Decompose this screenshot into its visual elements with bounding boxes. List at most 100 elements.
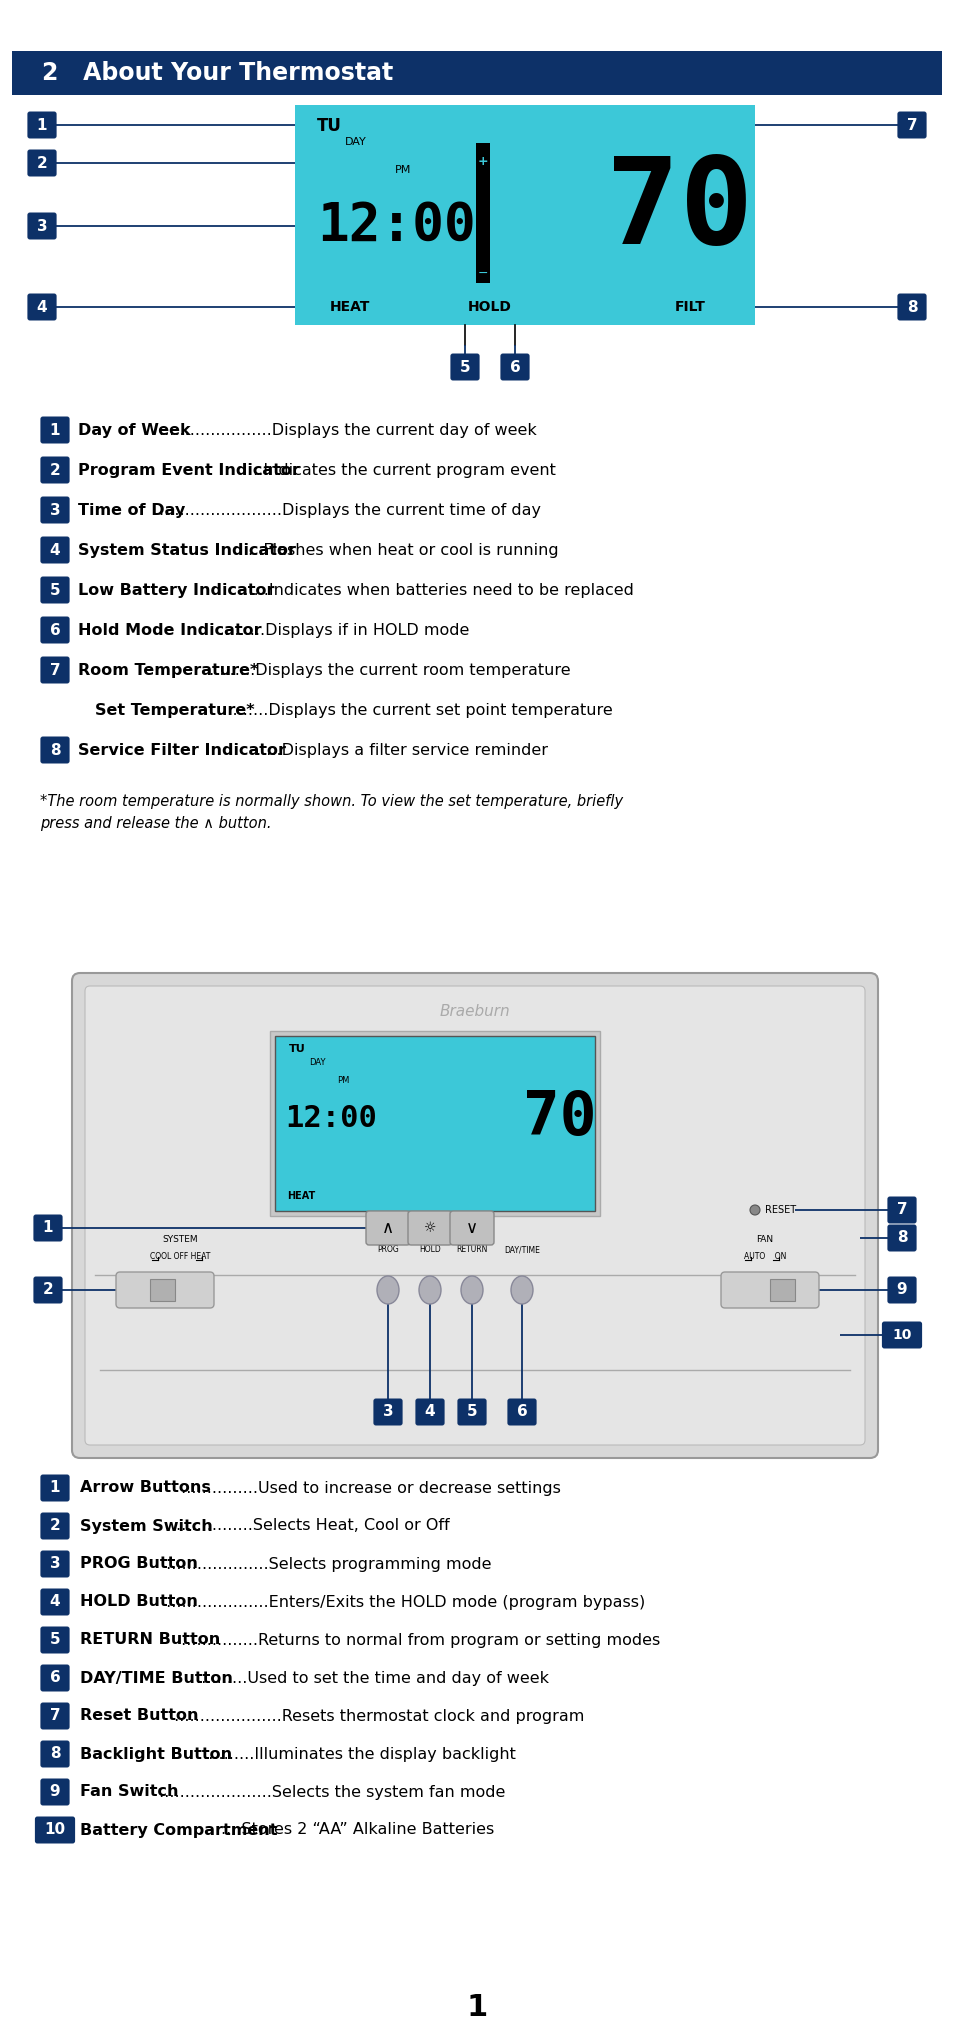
Text: DAY: DAY bbox=[309, 1059, 325, 1067]
Ellipse shape bbox=[418, 1277, 440, 1303]
Text: 3: 3 bbox=[50, 503, 60, 517]
Text: ...............Returns to normal from program or setting modes: ...............Returns to normal from pr… bbox=[176, 1633, 659, 1647]
Text: Program Event Indicator: Program Event Indicator bbox=[78, 462, 299, 478]
Text: press and release the ∧ button.: press and release the ∧ button. bbox=[40, 816, 272, 831]
FancyBboxPatch shape bbox=[28, 212, 56, 240]
Text: DAY: DAY bbox=[345, 136, 366, 147]
Text: 9: 9 bbox=[50, 1784, 60, 1800]
Text: PM: PM bbox=[336, 1075, 349, 1085]
Text: Low Battery Indicator: Low Battery Indicator bbox=[78, 582, 274, 597]
Text: RETURN Button: RETURN Button bbox=[80, 1633, 220, 1647]
Text: Room Temperature*: Room Temperature* bbox=[78, 662, 258, 678]
FancyBboxPatch shape bbox=[40, 538, 70, 564]
Text: 12:00: 12:00 bbox=[316, 200, 476, 252]
Text: COOL OFF HEAT: COOL OFF HEAT bbox=[150, 1252, 210, 1260]
Text: *The room temperature is normally shown. To view the set temperature, briefly: *The room temperature is normally shown.… bbox=[40, 794, 622, 808]
Text: Backlight Button: Backlight Button bbox=[80, 1747, 232, 1761]
FancyBboxPatch shape bbox=[40, 1627, 70, 1653]
Text: 1: 1 bbox=[466, 1993, 487, 2022]
Text: ∧: ∧ bbox=[381, 1220, 394, 1238]
FancyBboxPatch shape bbox=[881, 1321, 922, 1348]
Text: 1: 1 bbox=[50, 423, 60, 438]
FancyBboxPatch shape bbox=[40, 656, 70, 684]
Text: FAN: FAN bbox=[756, 1236, 773, 1244]
FancyBboxPatch shape bbox=[720, 1272, 818, 1307]
FancyBboxPatch shape bbox=[71, 973, 877, 1458]
Text: 8: 8 bbox=[50, 1747, 60, 1761]
Text: 70: 70 bbox=[522, 1089, 597, 1148]
FancyBboxPatch shape bbox=[886, 1277, 916, 1303]
Text: 6: 6 bbox=[50, 1670, 60, 1686]
Text: TU: TU bbox=[289, 1044, 305, 1055]
Ellipse shape bbox=[511, 1277, 533, 1303]
Text: ....Stores 2 “AA” Alkaline Batteries: ....Stores 2 “AA” Alkaline Batteries bbox=[220, 1822, 494, 1839]
Text: System Status Indicator: System Status Indicator bbox=[78, 542, 295, 558]
Text: 5: 5 bbox=[459, 360, 470, 375]
FancyBboxPatch shape bbox=[35, 1816, 75, 1843]
Text: −: − bbox=[477, 267, 488, 279]
Text: Braeburn: Braeburn bbox=[439, 1004, 510, 1018]
FancyBboxPatch shape bbox=[366, 1211, 410, 1244]
Text: .....................Resets thermostat clock and program: .....................Resets thermostat c… bbox=[169, 1708, 583, 1724]
Text: 6: 6 bbox=[509, 360, 519, 375]
Ellipse shape bbox=[376, 1277, 398, 1303]
Text: 9: 9 bbox=[896, 1283, 906, 1297]
Text: HOLD Button: HOLD Button bbox=[80, 1594, 197, 1610]
Text: 10: 10 bbox=[45, 1822, 66, 1839]
FancyBboxPatch shape bbox=[408, 1211, 452, 1244]
Text: 3: 3 bbox=[382, 1405, 393, 1419]
Text: System Switch: System Switch bbox=[80, 1519, 213, 1533]
Text: TU: TU bbox=[316, 116, 341, 134]
FancyBboxPatch shape bbox=[40, 1779, 70, 1806]
Text: ........................Displays the current time of day: ........................Displays the cur… bbox=[159, 503, 541, 517]
Text: ......Indicates when batteries need to be replaced: ......Indicates when batteries need to b… bbox=[233, 582, 634, 597]
Text: HOLD: HOLD bbox=[418, 1246, 440, 1254]
FancyBboxPatch shape bbox=[897, 293, 925, 320]
Text: 8: 8 bbox=[50, 743, 60, 757]
Text: 3: 3 bbox=[50, 1556, 60, 1572]
Text: 12:00: 12:00 bbox=[285, 1104, 376, 1132]
FancyBboxPatch shape bbox=[28, 293, 56, 320]
Circle shape bbox=[749, 1205, 760, 1215]
Text: ..........Displays the current set point temperature: ..........Displays the current set point… bbox=[212, 702, 612, 717]
Bar bbox=[274, 1036, 595, 1211]
Text: FILT: FILT bbox=[674, 299, 704, 314]
Text: AUTO    ON: AUTO ON bbox=[743, 1252, 785, 1260]
Text: Arrow Buttons: Arrow Buttons bbox=[80, 1480, 211, 1496]
Text: ......................Displays the current day of week: ......................Displays the curre… bbox=[159, 423, 537, 438]
Text: 2: 2 bbox=[50, 1519, 60, 1533]
Text: ☼: ☼ bbox=[423, 1222, 436, 1236]
Text: ....................Enters/Exits the HOLD mode (program bypass): ....................Enters/Exits the HOL… bbox=[161, 1594, 645, 1610]
Text: 6: 6 bbox=[50, 623, 60, 637]
Text: PROG: PROG bbox=[376, 1246, 398, 1254]
Text: RESET: RESET bbox=[764, 1205, 796, 1215]
FancyBboxPatch shape bbox=[40, 1741, 70, 1767]
Text: DAY/TIME Button: DAY/TIME Button bbox=[80, 1670, 233, 1686]
FancyBboxPatch shape bbox=[500, 354, 529, 381]
FancyBboxPatch shape bbox=[456, 1399, 486, 1425]
Text: 8: 8 bbox=[896, 1230, 906, 1246]
Text: ....................Selects programming mode: ....................Selects programming … bbox=[161, 1556, 492, 1572]
FancyBboxPatch shape bbox=[116, 1272, 213, 1307]
FancyBboxPatch shape bbox=[40, 456, 70, 483]
Text: ..Indicates the current program event: ..Indicates the current program event bbox=[248, 462, 556, 478]
FancyBboxPatch shape bbox=[28, 112, 56, 138]
Bar bbox=[294, 106, 754, 326]
Text: 6: 6 bbox=[517, 1405, 527, 1419]
Text: ..........Illuminates the display backlight: ..........Illuminates the display backli… bbox=[198, 1747, 516, 1761]
Text: ...Flashes when heat or cool is running: ...Flashes when heat or cool is running bbox=[248, 542, 558, 558]
Text: Fan Switch: Fan Switch bbox=[80, 1784, 178, 1800]
Text: 8: 8 bbox=[905, 299, 917, 314]
Text: 2: 2 bbox=[36, 155, 48, 171]
FancyBboxPatch shape bbox=[897, 112, 925, 138]
Text: 2: 2 bbox=[50, 462, 60, 478]
FancyBboxPatch shape bbox=[507, 1399, 536, 1425]
Text: 4: 4 bbox=[424, 1405, 435, 1419]
Text: 4: 4 bbox=[50, 542, 60, 558]
Text: 7: 7 bbox=[905, 118, 917, 132]
Text: 10: 10 bbox=[891, 1327, 911, 1342]
Text: HEAT: HEAT bbox=[330, 299, 370, 314]
Text: Reset Button: Reset Button bbox=[80, 1708, 198, 1724]
Bar bbox=[150, 1279, 174, 1301]
FancyBboxPatch shape bbox=[40, 1474, 70, 1501]
